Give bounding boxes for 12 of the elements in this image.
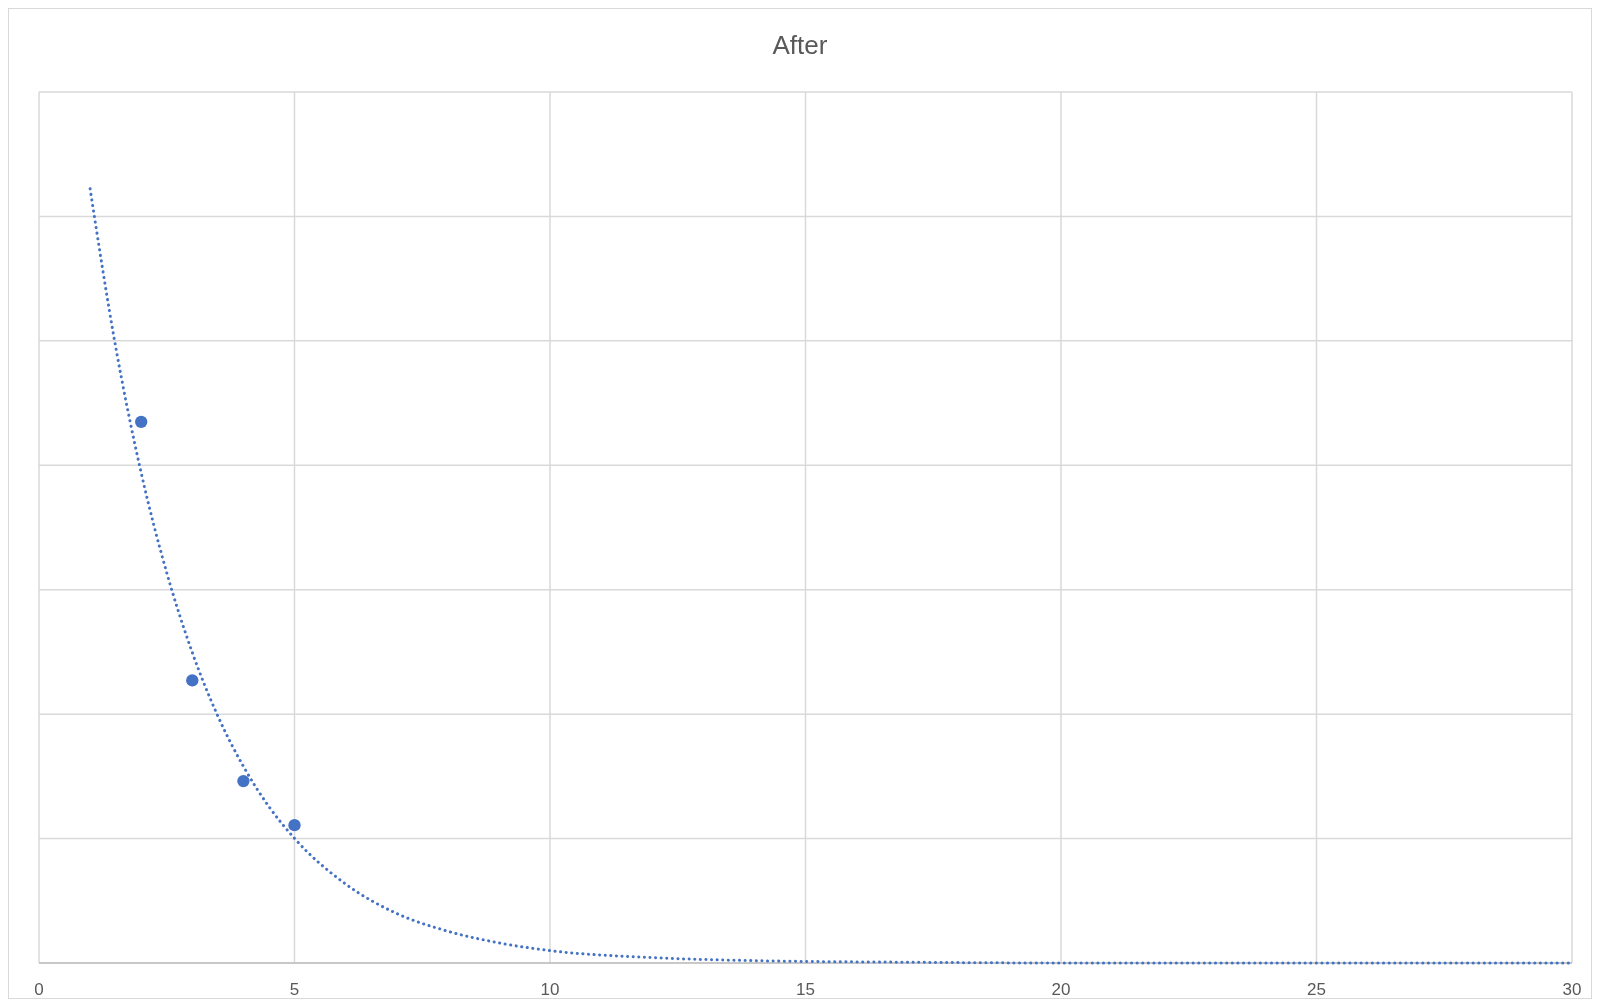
x-tick-label: 30 (1562, 980, 1582, 999)
point (135, 415, 148, 428)
point (288, 819, 301, 832)
x-tick-label: 10 (540, 980, 560, 999)
point (186, 674, 199, 687)
x-tick-label: 25 (1307, 980, 1326, 999)
x-tick-label: 5 (289, 980, 300, 999)
chart-title: After (772, 30, 828, 60)
x-tick-label: 20 (1051, 980, 1071, 999)
point (237, 774, 250, 788)
x-tick-label: 0 (34, 980, 44, 999)
x-tick-label: 15 (796, 980, 815, 999)
